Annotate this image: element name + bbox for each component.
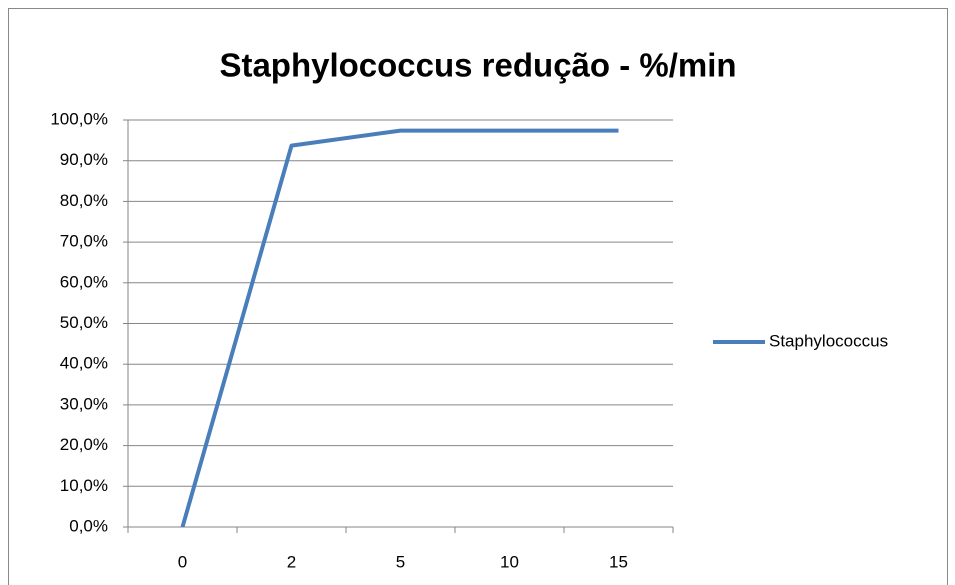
x-tick-label: 15 xyxy=(609,552,628,571)
y-tick-label: 50,0% xyxy=(60,313,108,332)
y-tick-label: 10,0% xyxy=(60,476,108,495)
y-tick-label: 40,0% xyxy=(60,354,108,373)
x-tick-label: 5 xyxy=(396,552,405,571)
x-tick-label: 10 xyxy=(500,552,519,571)
data-line xyxy=(180,128,619,528)
chart-title: Staphylococcus redução - %/min xyxy=(219,47,736,84)
y-tick-label: 30,0% xyxy=(60,394,108,413)
y-tick-label: 100,0% xyxy=(50,109,108,128)
y-tick-label: 70,0% xyxy=(60,232,108,251)
x-tick-label: 0 xyxy=(178,552,187,571)
y-tick-label: 0,0% xyxy=(69,516,108,535)
y-tick-label: 20,0% xyxy=(60,435,108,454)
chart-frame xyxy=(8,8,948,585)
y-tick-label: 60,0% xyxy=(60,272,108,291)
x-tick-label: 2 xyxy=(287,552,296,571)
y-tick-label: 80,0% xyxy=(60,191,108,210)
y-tick-label: 90,0% xyxy=(60,150,108,169)
legend-label: Staphylococcus xyxy=(769,331,888,350)
